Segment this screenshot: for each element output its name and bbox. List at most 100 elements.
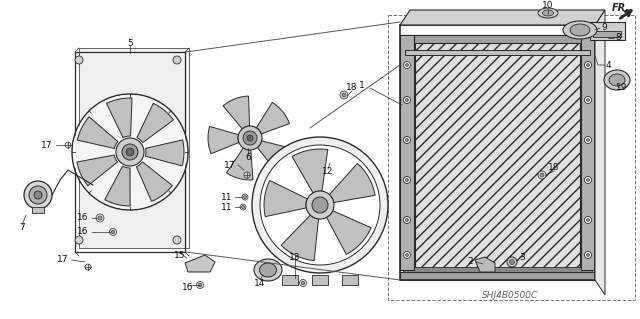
Circle shape [406,138,408,142]
Text: 18: 18 [548,164,560,173]
Circle shape [586,99,589,101]
Bar [590,22,625,40]
Ellipse shape [563,21,597,39]
Ellipse shape [570,24,590,36]
Circle shape [252,137,388,273]
Circle shape [540,173,544,177]
Polygon shape [137,103,173,143]
Polygon shape [223,96,250,129]
Text: 13: 13 [289,254,301,263]
Circle shape [406,254,408,256]
Circle shape [403,217,410,224]
Text: 14: 14 [254,278,266,287]
Circle shape [29,186,47,204]
Text: 17: 17 [40,140,52,150]
Circle shape [98,216,102,220]
Circle shape [109,228,116,235]
Circle shape [173,56,181,64]
Circle shape [126,148,134,156]
Circle shape [242,194,248,200]
Circle shape [509,259,515,264]
Circle shape [507,257,517,267]
Text: 12: 12 [323,167,333,176]
Circle shape [34,191,42,199]
Text: 16: 16 [77,227,88,236]
Polygon shape [292,149,328,193]
Text: 11: 11 [221,192,232,202]
Text: 15: 15 [174,251,186,261]
Circle shape [240,204,246,210]
Circle shape [406,99,408,101]
Text: 16: 16 [182,284,194,293]
Circle shape [122,144,138,160]
Bar [342,275,358,285]
Circle shape [584,97,591,103]
Polygon shape [185,255,215,272]
Text: 7: 7 [19,224,25,233]
Text: 3: 3 [519,254,525,263]
Circle shape [584,137,591,144]
Bar [400,272,595,280]
Circle shape [586,63,589,66]
Circle shape [96,214,104,222]
Text: 11: 11 [221,203,232,211]
Circle shape [260,145,380,265]
Polygon shape [105,166,130,206]
Circle shape [406,179,408,182]
Circle shape [586,138,589,142]
Bar [75,52,185,252]
Text: 17: 17 [223,160,235,169]
Circle shape [586,254,589,256]
Circle shape [65,142,71,148]
Circle shape [403,137,410,144]
Circle shape [241,205,244,209]
Ellipse shape [259,263,276,277]
Text: 16: 16 [77,213,88,222]
Circle shape [198,283,202,287]
Text: 10: 10 [542,2,554,11]
Bar [581,35,595,270]
Polygon shape [475,257,495,272]
Bar [32,207,44,213]
Circle shape [243,131,257,145]
Circle shape [406,63,408,66]
Circle shape [196,281,204,288]
Circle shape [586,219,589,221]
Bar [400,35,414,270]
Polygon shape [77,155,118,186]
Bar [593,31,621,37]
Text: 5: 5 [127,39,133,48]
Circle shape [584,62,591,69]
Polygon shape [595,10,605,295]
Circle shape [406,219,408,221]
Circle shape [584,217,591,224]
Ellipse shape [604,70,630,90]
Bar [312,275,328,285]
Circle shape [301,281,305,285]
Text: SHJ4B0500C: SHJ4B0500C [482,291,538,300]
Circle shape [300,279,307,286]
Circle shape [403,62,410,69]
Text: 8: 8 [615,33,621,42]
Text: 6: 6 [245,153,251,162]
Circle shape [75,56,83,64]
Circle shape [306,191,334,219]
Circle shape [244,172,250,178]
Ellipse shape [609,74,625,86]
Circle shape [247,135,253,141]
Ellipse shape [254,259,282,281]
Polygon shape [77,117,118,148]
Circle shape [116,138,144,166]
Polygon shape [145,140,184,166]
Text: 19: 19 [616,84,628,93]
Circle shape [85,264,91,270]
Circle shape [75,236,83,244]
Circle shape [538,171,546,179]
Bar [405,50,590,55]
Text: 2: 2 [467,257,473,266]
Polygon shape [264,181,307,217]
Bar [400,35,595,43]
Text: 9: 9 [601,24,607,33]
Circle shape [403,97,410,103]
Polygon shape [330,163,375,203]
